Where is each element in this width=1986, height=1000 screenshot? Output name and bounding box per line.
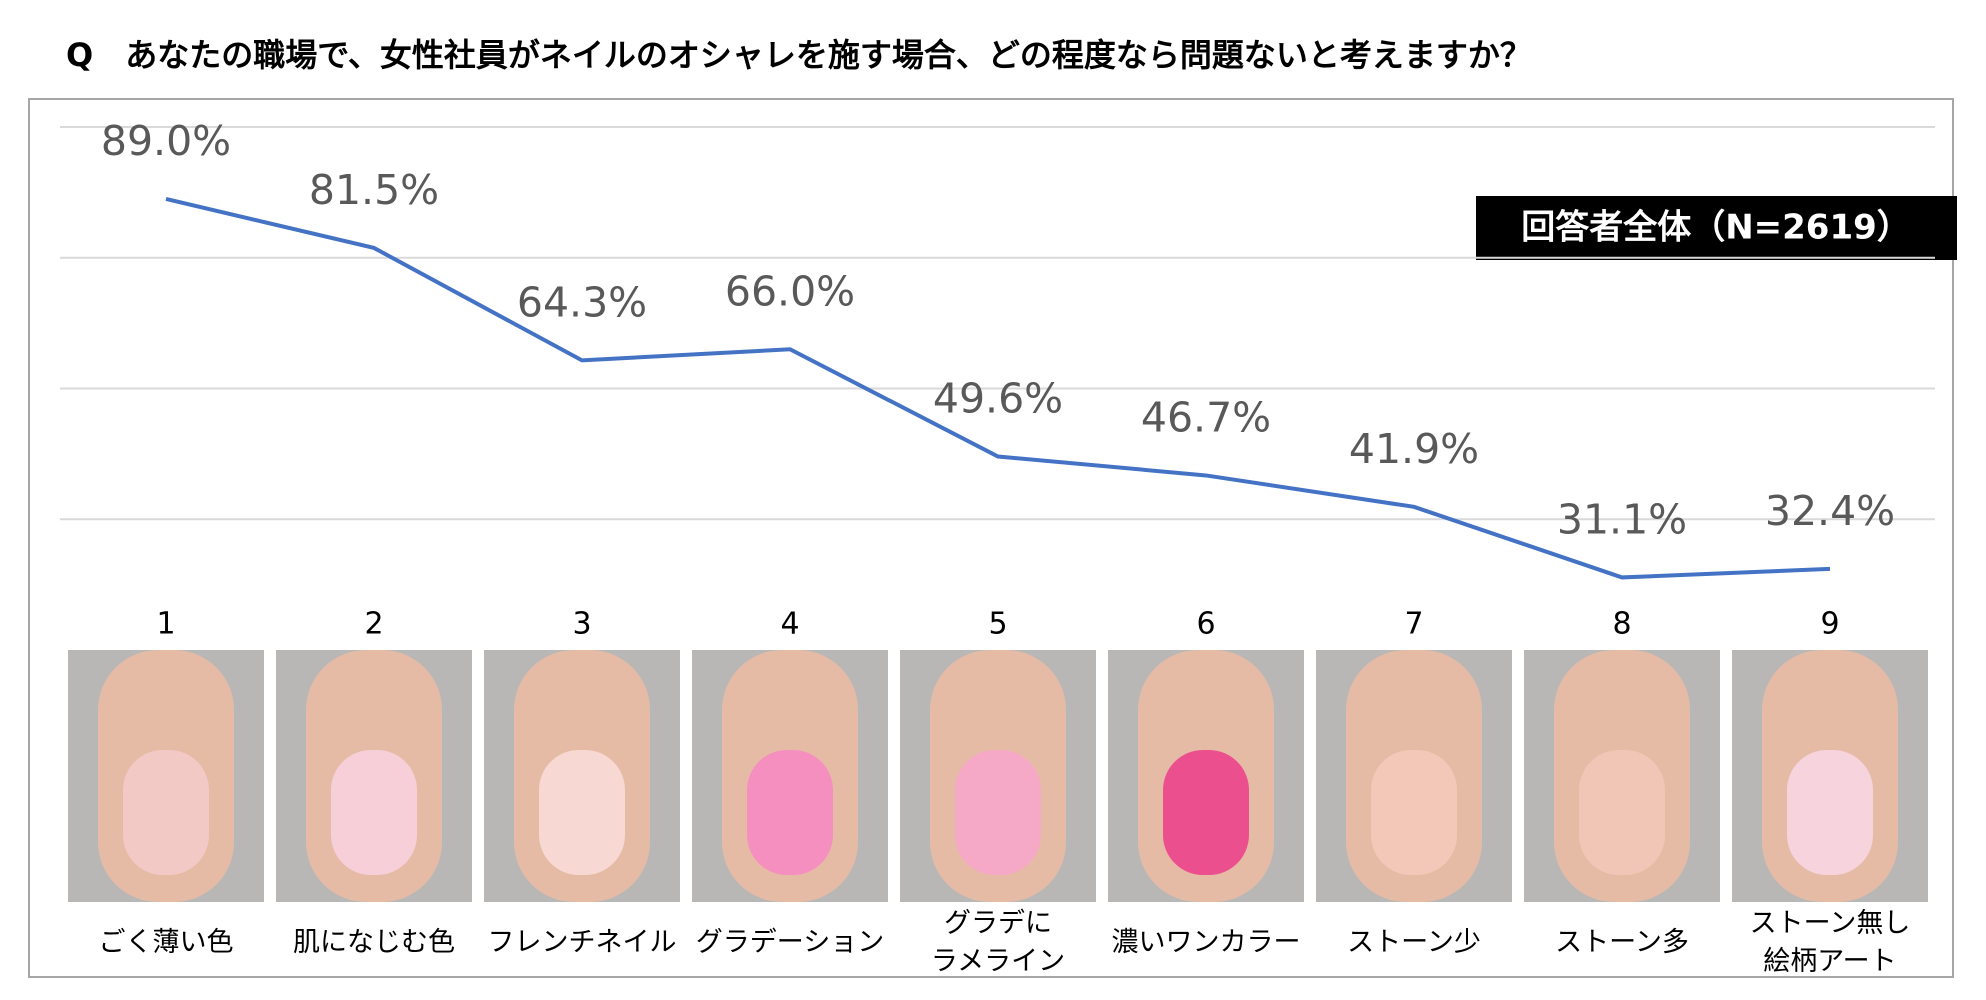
series-line: [165, 196, 1831, 580]
category-name: ストーン少: [1347, 927, 1481, 958]
nail-image: [276, 650, 472, 902]
x-tick-label: 1: [156, 607, 175, 642]
nail: [747, 750, 833, 875]
x-tick-label: 5: [988, 607, 1007, 642]
data-label: 81.5%: [309, 166, 439, 214]
data-label: 89.0%: [101, 117, 231, 165]
x-tick-label: 4: [780, 607, 799, 642]
nail-image: [68, 650, 264, 902]
frame: [28, 98, 1954, 978]
data-label: 64.3%: [517, 278, 647, 326]
nail: [1579, 750, 1665, 875]
nail-image: [484, 650, 680, 902]
category-name: 濃いワンカラー: [1111, 927, 1301, 958]
badge: [1476, 196, 1957, 260]
nail: [1787, 750, 1873, 875]
x-tick-label: 7: [1404, 607, 1423, 642]
nail-image: [1524, 650, 1720, 902]
x-tick-label: 9: [1820, 607, 1839, 642]
badge-text: 回答者全体（N=2619）: [1521, 208, 1911, 248]
nail-image: [900, 650, 1096, 902]
nail: [1163, 750, 1249, 875]
x-tick-label: 8: [1612, 607, 1631, 642]
nail: [955, 750, 1041, 875]
data-label: 49.6%: [933, 374, 1063, 422]
category-name: ストーン多: [1555, 927, 1689, 958]
nail: [1371, 750, 1457, 875]
nail: [331, 750, 417, 875]
nail: [123, 750, 209, 875]
data-label: 32.4%: [1765, 487, 1895, 535]
category-name: グラデーション: [695, 927, 885, 958]
nail: [539, 750, 625, 875]
category-name: ストーン無し 絵柄アート: [1749, 908, 1911, 977]
chart-title: Q あなたの職場で、女性社員がネイルのオシャレを施す場合、どの程度なら問題ないと…: [66, 36, 1532, 74]
data-label: 41.9%: [1349, 425, 1479, 473]
data-label: 46.7%: [1141, 393, 1271, 441]
nail-image: [1316, 650, 1512, 902]
category-name: ごく薄い色: [98, 927, 234, 958]
nail-image: [692, 650, 888, 902]
category-name: グラデに ラメライン: [930, 908, 1066, 977]
x-tick-label: 3: [572, 607, 591, 642]
category-name: 肌になじむ色: [293, 927, 455, 958]
x-tick-label: 2: [364, 607, 383, 642]
nail-image: [1108, 650, 1304, 902]
nail-image: [1732, 650, 1928, 902]
data-label: 31.1%: [1557, 495, 1687, 543]
category-name: フレンチネイル: [487, 927, 677, 958]
data-label: 66.0%: [725, 267, 855, 315]
x-tick-label: 6: [1196, 607, 1215, 642]
